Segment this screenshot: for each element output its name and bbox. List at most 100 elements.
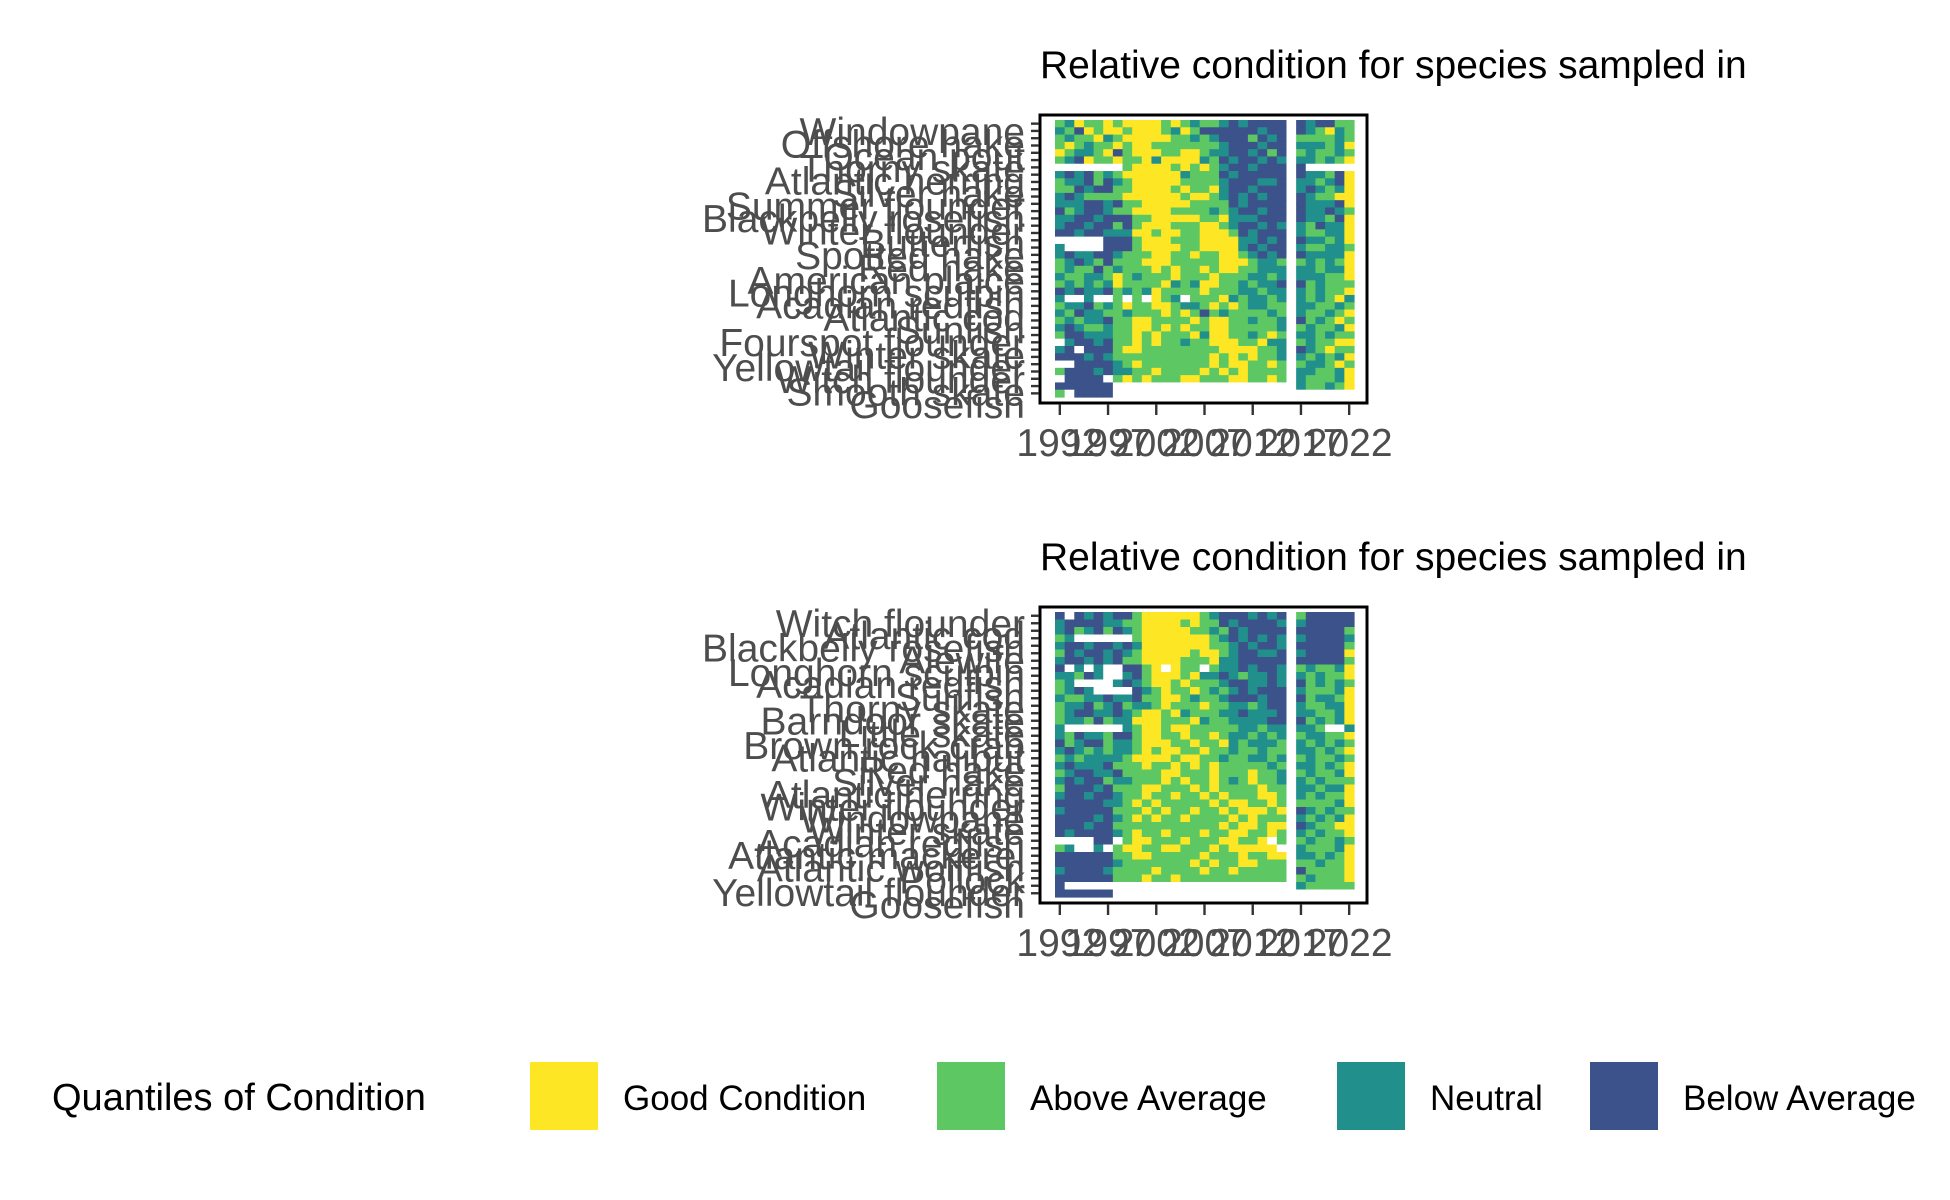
heatmap-cell — [1093, 273, 1104, 281]
heatmap-cell — [1112, 389, 1124, 398]
panel-1-frame — [1038, 113, 1369, 405]
heatmap-cell — [1209, 185, 1220, 194]
heatmap-cell — [1180, 807, 1191, 816]
heatmap-cell — [1151, 657, 1162, 666]
heatmap-cell — [1190, 302, 1201, 311]
heatmap-cell — [1122, 619, 1133, 628]
heatmap-cell — [1344, 619, 1355, 628]
heatmap-cell — [1286, 732, 1297, 741]
heatmap-cell — [1093, 207, 1104, 216]
heatmap-cell — [1296, 171, 1307, 179]
heatmap-cell — [1055, 360, 1066, 369]
heatmap-cell — [1074, 243, 1085, 252]
heatmap-cell — [1141, 762, 1153, 771]
heatmap-cell — [1199, 627, 1210, 636]
heatmap-cell — [1238, 127, 1249, 136]
heatmap-cell — [1074, 867, 1085, 876]
heatmap-cell — [1055, 171, 1066, 179]
heatmap-cell — [1190, 754, 1201, 763]
heatmap-cell — [1141, 844, 1153, 853]
heatmap-cell — [1064, 134, 1075, 143]
heatmap-cell — [1132, 619, 1143, 628]
heatmap-cell — [1170, 724, 1181, 733]
heatmap-cell — [1238, 657, 1249, 666]
heatmap-cell — [1334, 273, 1345, 281]
heatmap-cell — [1180, 163, 1191, 172]
heatmap-cell — [1074, 717, 1085, 726]
heatmap-cell — [1141, 287, 1153, 296]
heatmap-cell — [1093, 739, 1104, 748]
x-tick-label: 1992 — [1016, 422, 1103, 465]
heatmap-cell — [1170, 287, 1181, 296]
heatmap-cell — [1074, 649, 1085, 658]
heatmap-cell — [1325, 694, 1336, 703]
heatmap-cell — [1132, 185, 1143, 194]
heatmap-cell — [1267, 258, 1278, 267]
heatmap-cell — [1267, 889, 1278, 898]
heatmap-cell — [1305, 634, 1317, 643]
heatmap-cell — [1055, 664, 1066, 673]
heatmap-cell — [1325, 619, 1336, 628]
heatmap-cell — [1141, 837, 1153, 846]
heatmap-cell — [1199, 192, 1210, 201]
heatmap-cell — [1170, 258, 1181, 267]
heatmap-cell — [1190, 258, 1201, 267]
heatmap-cell — [1180, 709, 1191, 718]
heatmap-cell — [1151, 649, 1162, 658]
heatmap-cell — [1325, 141, 1336, 150]
heatmap-cell — [1305, 859, 1317, 868]
heatmap-cell — [1103, 694, 1114, 703]
heatmap-cell — [1276, 739, 1288, 748]
heatmap-cell — [1296, 777, 1307, 786]
heatmap-cell — [1161, 889, 1172, 898]
heatmap-cell — [1190, 724, 1201, 733]
heatmap-cell — [1064, 814, 1075, 823]
heatmap-cell — [1180, 769, 1191, 778]
heatmap-cell — [1112, 120, 1124, 128]
heatmap-cell — [1093, 702, 1104, 711]
heatmap-cell — [1132, 273, 1143, 281]
heatmap-cell — [1055, 627, 1066, 636]
heatmap-cell — [1315, 799, 1326, 808]
y-label: Winter flounder — [761, 210, 1025, 253]
heatmap-cell — [1209, 649, 1220, 658]
heatmap-cell — [1218, 214, 1230, 223]
heatmap-cell — [1141, 784, 1153, 793]
heatmap-cell — [1190, 634, 1201, 643]
heatmap-cell — [1334, 642, 1345, 651]
heatmap-cell — [1055, 702, 1066, 711]
heatmap-cell — [1228, 360, 1239, 369]
heatmap-cell — [1180, 649, 1191, 658]
heatmap-cell — [1276, 251, 1288, 260]
heatmap-cell — [1122, 265, 1133, 274]
heatmap-cell — [1055, 799, 1066, 808]
heatmap-cell — [1344, 287, 1355, 296]
heatmap-cell — [1170, 687, 1181, 696]
heatmap-cell — [1064, 852, 1075, 861]
heatmap-cell — [1151, 747, 1162, 756]
heatmap-cell — [1103, 171, 1114, 179]
heatmap-cell — [1218, 222, 1230, 230]
heatmap-cell — [1064, 792, 1075, 801]
heatmap-cell — [1074, 134, 1085, 143]
heatmap-cell — [1315, 642, 1326, 651]
heatmap-cell — [1238, 627, 1249, 636]
heatmap-cell — [1286, 814, 1297, 823]
heatmap-cell — [1325, 163, 1336, 172]
heatmap-cell — [1305, 251, 1317, 260]
heatmap-cell — [1199, 360, 1210, 369]
heatmap-cell — [1315, 163, 1326, 172]
heatmap-cell — [1334, 732, 1345, 741]
heatmap-cell — [1325, 799, 1336, 808]
heatmap-cell — [1315, 258, 1326, 267]
heatmap-cell — [1315, 382, 1326, 391]
heatmap-cell — [1247, 302, 1259, 311]
heatmap-cell — [1276, 258, 1288, 267]
heatmap-cell — [1247, 657, 1259, 666]
heatmap-cell — [1074, 222, 1085, 230]
heatmap-cell — [1141, 375, 1153, 384]
heatmap-cell — [1199, 807, 1210, 816]
heatmap-cell — [1161, 837, 1172, 846]
heatmap-cell — [1344, 777, 1355, 786]
heatmap-cell — [1296, 874, 1307, 883]
